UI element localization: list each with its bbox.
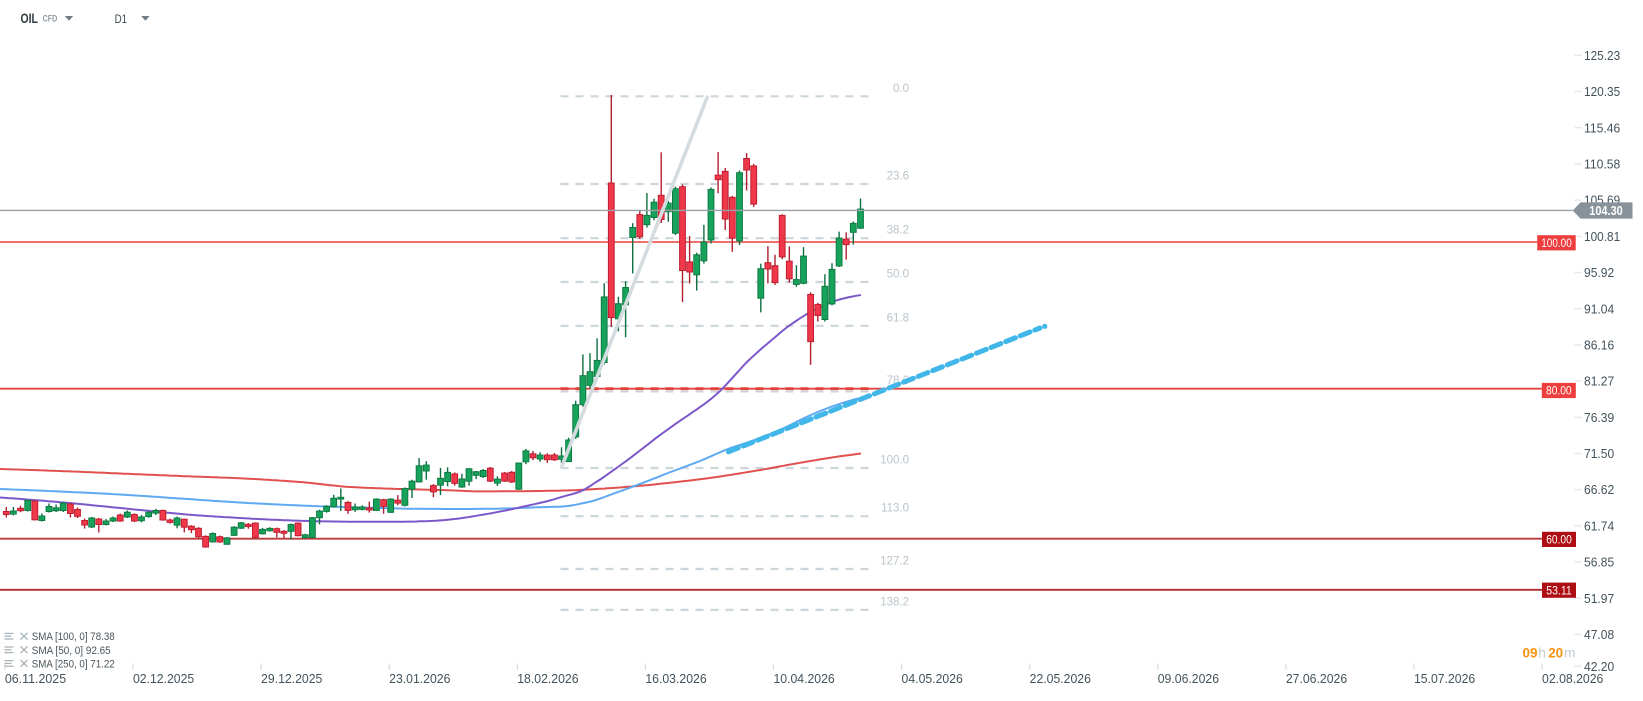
svg-text:100.0: 100.0 — [880, 455, 909, 467]
svg-text:80.00: 80.00 — [1546, 386, 1572, 398]
svg-text:0.0: 0.0 — [893, 83, 909, 95]
svg-text:SMA [250, 0] 71.22: SMA [250, 0] 71.22 — [32, 658, 115, 670]
svg-text:27.06.2026: 27.06.2026 — [1286, 671, 1347, 686]
svg-text:76.39: 76.39 — [1584, 410, 1614, 425]
svg-text:CFD: CFD — [43, 13, 58, 23]
svg-text:18.02.2026: 18.02.2026 — [517, 671, 578, 686]
svg-text:h: h — [1538, 645, 1546, 660]
svg-text:10.04.2026: 10.04.2026 — [773, 671, 834, 686]
svg-text:53.11: 53.11 — [1546, 585, 1572, 597]
svg-text:100.81: 100.81 — [1584, 229, 1620, 244]
svg-text:104.30: 104.30 — [1589, 203, 1623, 218]
svg-text:04.05.2026: 04.05.2026 — [902, 671, 963, 686]
svg-text:SMA [100, 0] 78.38: SMA [100, 0] 78.38 — [32, 631, 115, 643]
svg-text:56.85: 56.85 — [1584, 555, 1614, 570]
svg-text:95.92: 95.92 — [1584, 265, 1614, 280]
svg-text:OIL: OIL — [21, 11, 38, 26]
svg-text:09.06.2026: 09.06.2026 — [1158, 671, 1219, 686]
svg-text:120.35: 120.35 — [1584, 84, 1620, 99]
svg-text:100.00: 100.00 — [1541, 238, 1572, 250]
svg-text:SMA [50, 0] 92.65: SMA [50, 0] 92.65 — [32, 645, 111, 657]
svg-text:16.03.2026: 16.03.2026 — [645, 671, 706, 686]
svg-text:138.2: 138.2 — [880, 596, 909, 608]
svg-text:20: 20 — [1548, 645, 1563, 660]
svg-text:86.16: 86.16 — [1584, 338, 1614, 353]
svg-text:50.0: 50.0 — [887, 269, 909, 281]
svg-text:D1: D1 — [115, 12, 128, 26]
svg-text:60.00: 60.00 — [1546, 535, 1572, 547]
svg-text:127.2: 127.2 — [880, 556, 909, 568]
svg-text:91.04: 91.04 — [1584, 301, 1614, 316]
svg-text:71.50: 71.50 — [1584, 446, 1614, 461]
svg-text:23.6: 23.6 — [887, 171, 909, 183]
svg-text:47.08: 47.08 — [1584, 627, 1614, 642]
svg-text:02.12.2025: 02.12.2025 — [133, 671, 194, 686]
svg-text:61.74: 61.74 — [1584, 518, 1614, 533]
svg-text:23.01.2026: 23.01.2026 — [389, 671, 450, 686]
svg-text:m: m — [1564, 645, 1576, 660]
svg-text:125.23: 125.23 — [1584, 48, 1620, 63]
svg-text:22.05.2026: 22.05.2026 — [1030, 671, 1091, 686]
svg-text:02.08.2026: 02.08.2026 — [1542, 671, 1603, 686]
svg-text:42.20: 42.20 — [1584, 659, 1614, 674]
svg-text:06.11.2025: 06.11.2025 — [5, 671, 66, 686]
svg-text:38.2: 38.2 — [887, 225, 909, 237]
svg-text:29.12.2025: 29.12.2025 — [261, 671, 322, 686]
svg-text:81.27: 81.27 — [1584, 374, 1614, 389]
svg-text:115.46: 115.46 — [1584, 120, 1620, 135]
svg-text:110.58: 110.58 — [1584, 157, 1620, 172]
svg-text:09: 09 — [1523, 645, 1538, 660]
svg-text:51.97: 51.97 — [1584, 591, 1614, 606]
svg-text:66.62: 66.62 — [1584, 482, 1614, 497]
svg-text:113.0: 113.0 — [881, 503, 909, 515]
svg-text:61.8: 61.8 — [887, 312, 909, 324]
svg-text:15.07.2026: 15.07.2026 — [1414, 671, 1475, 686]
